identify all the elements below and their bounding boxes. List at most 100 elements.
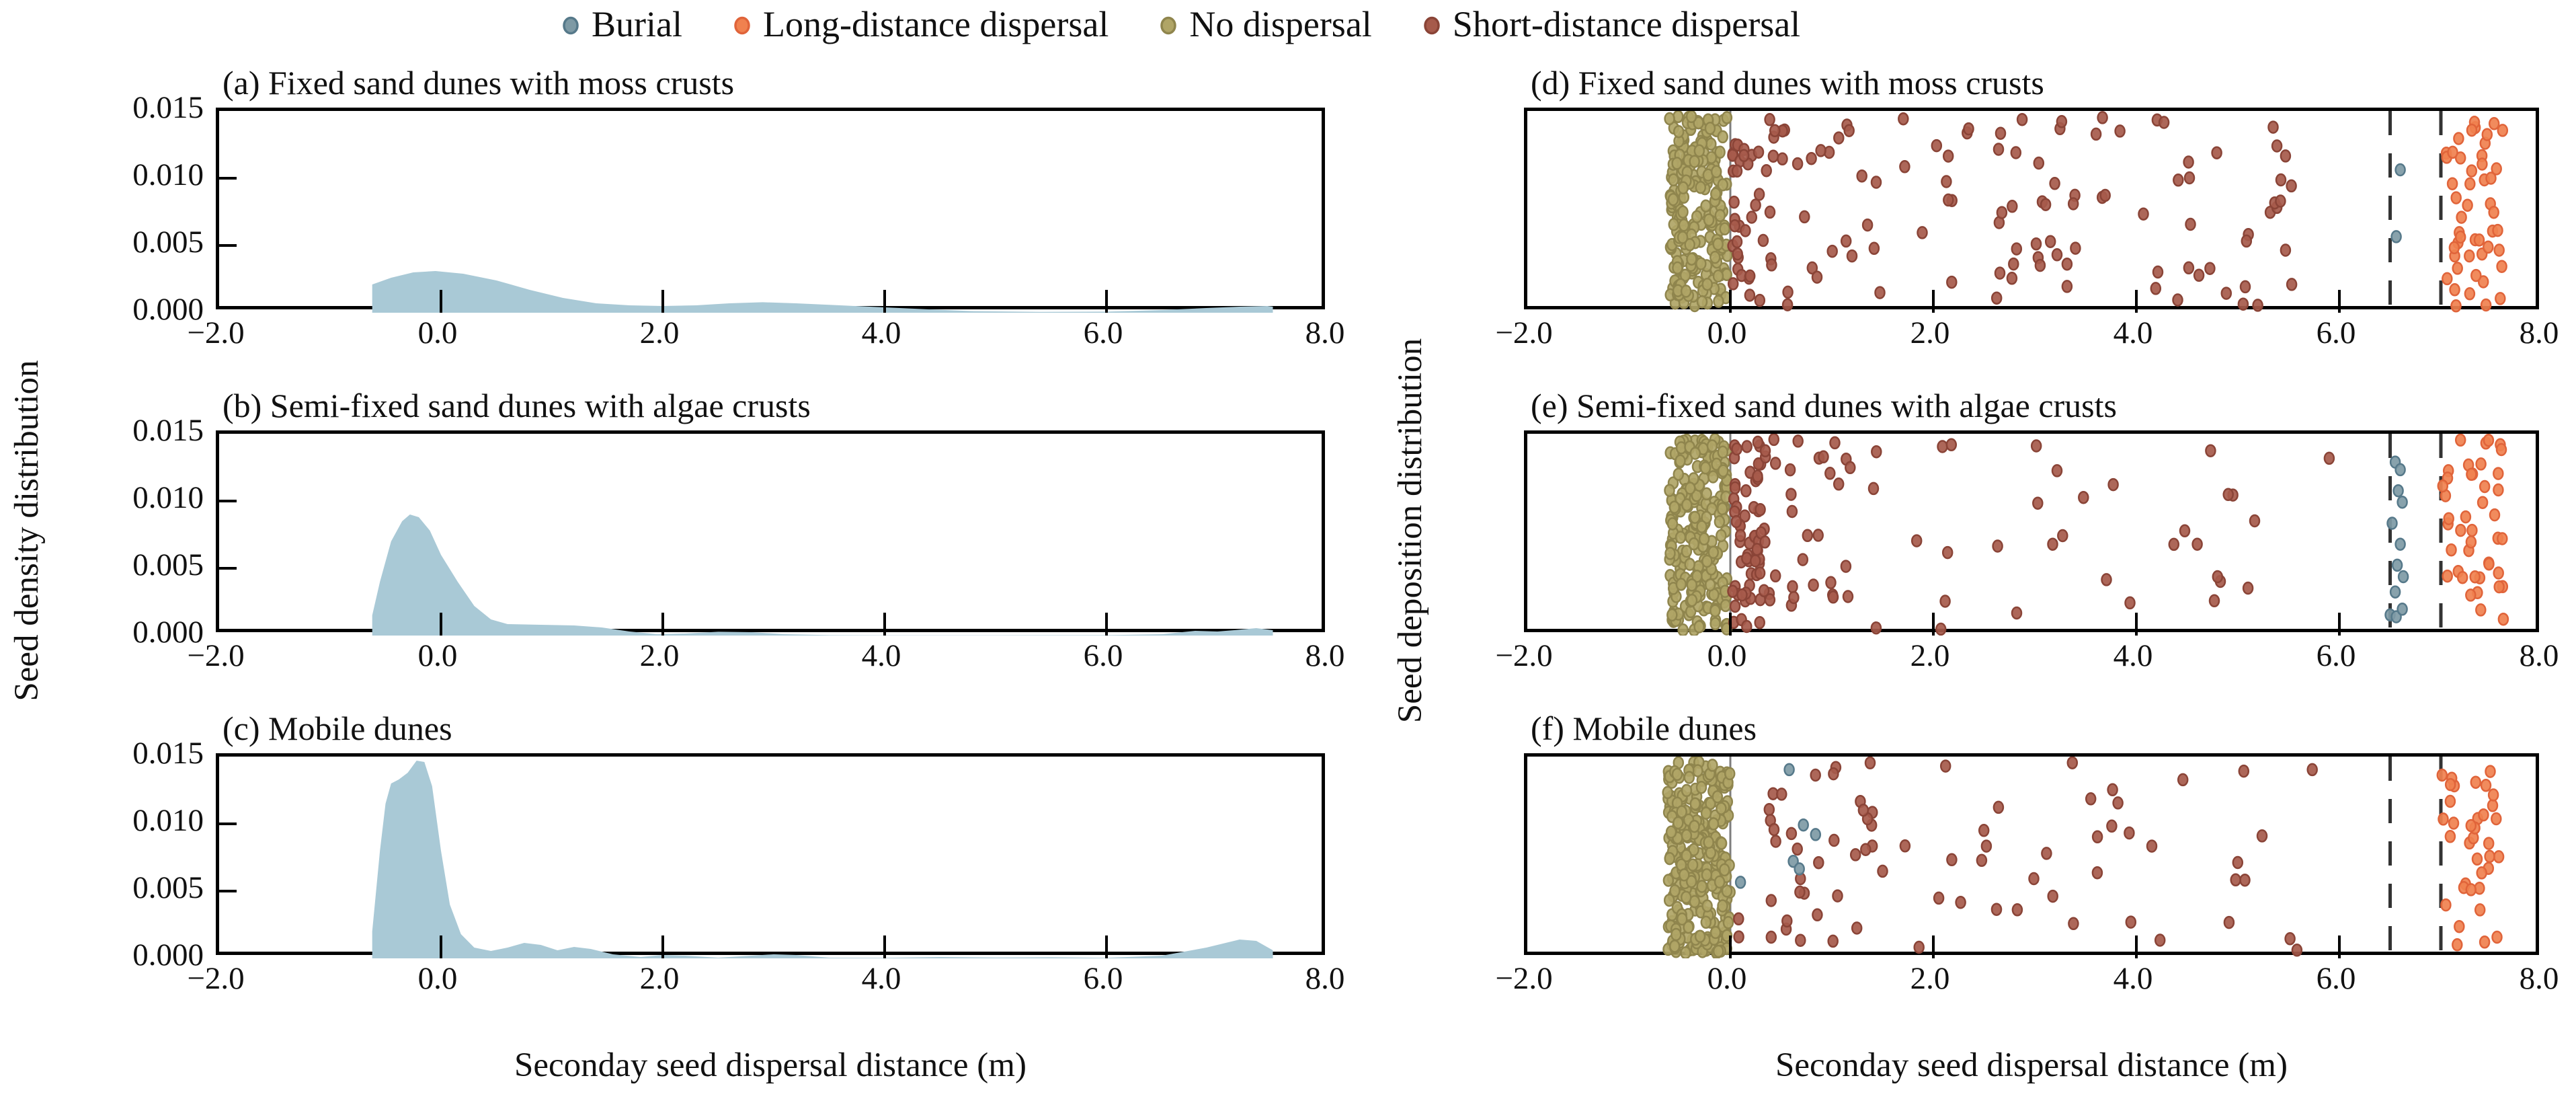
scatter-point-long_distance — [2478, 808, 2489, 822]
scatter-point-no_dispersal — [1688, 537, 1700, 551]
scatter-point-long_distance — [2466, 164, 2478, 178]
scatter-point-no_dispersal — [1669, 884, 1681, 898]
scatter-point-long_distance — [2454, 919, 2465, 933]
scatter-point-long_distance — [2442, 569, 2453, 583]
scatter-point-no_dispersal — [1717, 445, 1729, 459]
scatter-point-short_distance — [2051, 248, 2063, 262]
panel-e — [1524, 430, 2539, 636]
scatter-point-no_dispersal — [1706, 439, 1718, 453]
scatter-point-long_distance — [2480, 298, 2492, 312]
scatter-point-long_distance — [2483, 837, 2495, 850]
panel-f-plot — [1662, 757, 2505, 958]
scatter-point-long_distance — [2448, 816, 2460, 830]
scatter-point-short_distance — [2044, 235, 2056, 248]
scatter-point-no_dispersal — [1714, 208, 1726, 223]
scatter-point-no_dispersal — [1681, 849, 1692, 863]
scatter-point-long_distance — [2460, 510, 2472, 524]
scatter-point-no_dispersal — [1689, 447, 1701, 460]
scatter-point-short_distance — [1758, 584, 1770, 598]
scatter-point-short_distance — [1761, 163, 1772, 178]
legend-marker-icon — [1160, 16, 1177, 35]
scatter-point-long_distance — [2477, 157, 2488, 171]
scatter-point-short_distance — [2034, 258, 2046, 272]
scatter-point-no_dispersal — [1700, 199, 1712, 213]
scatter-point-no_dispersal — [1709, 604, 1721, 617]
scatter-point-short_distance — [1811, 270, 1823, 284]
y-tick-label: 0.010 — [132, 157, 204, 192]
scatter-point-short_distance — [2011, 606, 2023, 620]
scatter-point-no_dispersal — [1695, 257, 1707, 270]
scatter-point-short_distance — [2057, 529, 2068, 543]
scatter-point-no_dispersal — [1701, 868, 1713, 882]
scatter-point-short_distance — [1941, 545, 1954, 560]
scatter-point-short_distance — [2051, 464, 2063, 477]
scatter-point-short_distance — [2323, 451, 2335, 465]
scatter-point-short_distance — [1976, 853, 1988, 868]
scatter-point-no_dispersal — [1681, 545, 1693, 558]
x-tick-label: 2.0 — [639, 315, 680, 350]
scatter-point-no_dispersal — [1709, 617, 1721, 631]
scatter-point-long_distance — [2436, 768, 2448, 782]
legend-label: Short-distance dispersal — [1452, 4, 1801, 44]
legend-dot — [1424, 16, 1440, 35]
scatter-point-burial — [2394, 463, 2406, 477]
scatter-point-no_dispersal — [1673, 816, 1684, 830]
scatter-point-no_dispersal — [1684, 558, 1695, 571]
kde-area — [372, 271, 1273, 313]
scatter-point-short_distance — [1996, 206, 2008, 219]
scatter-point-short_distance — [1833, 131, 1845, 145]
scatter-point-long_distance — [2476, 866, 2487, 880]
scatter-point-long_distance — [2470, 268, 2482, 282]
scatter-point-burial — [2390, 230, 2402, 243]
scatter-point-short_distance — [1864, 757, 1876, 770]
scatter-point-short_distance — [1785, 488, 1797, 501]
scatter-point-long_distance — [2493, 483, 2504, 497]
legend-dot — [734, 16, 750, 35]
scatter-point-short_distance — [2041, 847, 2052, 860]
scatter-point-short_distance — [2152, 265, 2164, 279]
scatter-point-short_distance — [1749, 554, 1761, 568]
panel-c-plot — [219, 761, 1273, 958]
scatter-point-no_dispersal — [1689, 797, 1701, 811]
x-tick-label: 6.0 — [2316, 961, 2356, 996]
scatter-point-no_dispersal — [1701, 899, 1713, 913]
scatter-point-no_dispersal — [1680, 284, 1692, 298]
scatter-point-short_distance — [2252, 299, 2263, 312]
scatter-point-no_dispersal — [1683, 921, 1694, 934]
legend-marker-icon — [734, 16, 750, 35]
scatter-point-short_distance — [2114, 124, 2126, 138]
scatter-point-short_distance — [1843, 124, 1855, 137]
scatter-point-short_distance — [2172, 293, 2183, 307]
scatter-point-short_distance — [1813, 855, 1824, 870]
scatter-point-long_distance — [2444, 830, 2456, 843]
scatter-point-short_distance — [1759, 444, 1771, 458]
legend-label: Long-distance dispersal — [762, 4, 1109, 44]
scatter-point-long_distance — [2489, 508, 2501, 522]
scatter-point-long_distance — [2446, 177, 2458, 190]
scatter-point-no_dispersal — [1695, 781, 1707, 794]
scatter-point-short_distance — [1913, 940, 1925, 954]
scatter-point-short_distance — [2049, 177, 2060, 190]
scatter-point-short_distance — [1931, 139, 1943, 153]
scatter-point-no_dispersal — [1714, 515, 1726, 529]
scatter-point-no_dispersal — [1671, 767, 1683, 781]
scatter-point-short_distance — [1733, 912, 1744, 926]
x-tick-label: 0.0 — [1707, 961, 1747, 996]
scatter-point-long_distance — [2437, 479, 2449, 493]
scatter-point-short_distance — [1992, 539, 2003, 553]
scatter-point-long_distance — [2464, 249, 2475, 263]
scatter-point-short_distance — [1828, 767, 1839, 781]
scatter-point-no_dispersal — [1677, 623, 1689, 636]
scatter-point-short_distance — [2124, 596, 2136, 610]
scatter-point-short_distance — [2237, 297, 2249, 311]
scatter-point-short_distance — [2078, 490, 2089, 504]
y-tick-label: 0.000 — [132, 615, 204, 650]
scatter-point-long_distance — [2447, 145, 2458, 159]
scatter-point-short_distance — [2107, 783, 2118, 797]
scatter-point-no_dispersal — [1676, 912, 1688, 926]
legend-item-3: Short-distance dispersal — [1420, 4, 1800, 44]
legend: Burial Long-distance dispersal No dispersa… — [559, 4, 1800, 44]
scatter-point-short_distance — [1753, 188, 1765, 201]
scatter-point-long_distance — [2466, 523, 2478, 537]
scatter-point-burial — [2397, 603, 2408, 616]
